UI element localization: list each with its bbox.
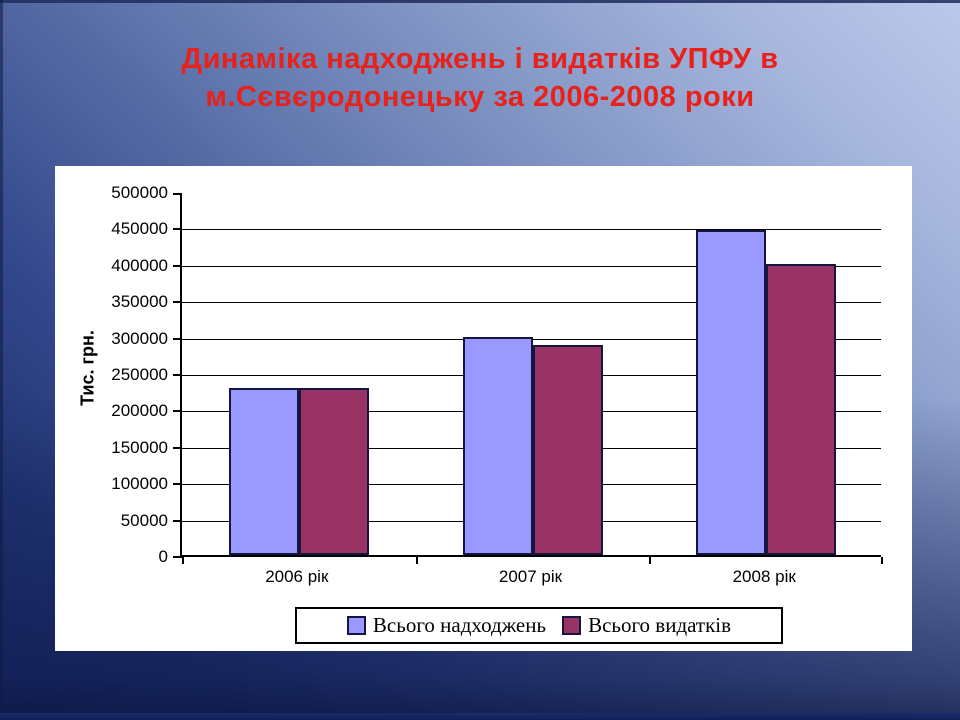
x-axis-tick — [881, 557, 883, 564]
x-axis-tick — [649, 557, 652, 564]
legend-item: Всього надходжень — [346, 613, 547, 638]
chart-panel: Тис. грн. 0 50000 100000 150000 200000 250000… — [55, 166, 912, 651]
y-tick-label: 450000 — [111, 219, 168, 239]
legend-label: Всього видатків — [588, 613, 732, 637]
y-tick-label: 400000 — [111, 255, 168, 275]
slide-top-edge — [0, 0, 960, 3]
bar-series2-2006-рік — [298, 388, 369, 555]
y-tick-label: 500000 — [111, 183, 168, 202]
y-axis-tick — [173, 519, 182, 522]
y-tick-label: 50000 — [120, 510, 168, 530]
y-axis-tick — [173, 483, 182, 486]
x-axis-tick — [415, 557, 418, 564]
bar-series1-2007-рік — [462, 337, 533, 555]
bar-series2-2008-рік — [766, 264, 837, 555]
y-tick-label: 150000 — [111, 437, 168, 457]
gridline — [182, 302, 881, 304]
slide-left-edge — [0, 0, 3, 720]
legend-swatch-icon — [562, 616, 582, 635]
plot-area — [173, 193, 883, 564]
y-tick-label: 300000 — [111, 328, 168, 348]
legend-label: Всього надходжень — [372, 613, 547, 637]
y-axis-tick — [173, 374, 182, 376]
y-axis-tick — [173, 264, 182, 267]
y-axis-tick — [173, 410, 182, 413]
y-axis-tick — [173, 193, 182, 195]
x-category-label: 2007 рік — [498, 567, 563, 586]
gridline — [182, 229, 881, 231]
bar-series1-2006-рік — [228, 388, 299, 555]
bar-series2-2007-рік — [532, 345, 603, 555]
gridline — [182, 265, 881, 267]
y-axis-tick — [173, 556, 182, 558]
legend-swatch-icon — [346, 616, 366, 635]
y-axis-tick — [173, 446, 182, 449]
chart-legend: Всього надходжень Всього видатків — [295, 607, 783, 644]
slide-title-line2: м.Сєвєродонецьку за 2006-2008 роки — [205, 81, 755, 113]
slide-bottom-edge — [0, 713, 960, 720]
y-tick-label: 0 — [158, 547, 168, 566]
y-axis-tick — [173, 228, 182, 231]
x-category-label: 2006 рік — [265, 567, 329, 586]
y-tick-label: 100000 — [111, 474, 168, 494]
slide-title: Динаміка надходжень і видатків УПФУ в м.… — [0, 40, 960, 116]
bar-series1-2008-рік — [696, 230, 767, 555]
legend-item: Всього видатків — [562, 613, 731, 638]
y-tick-label: 200000 — [111, 401, 168, 421]
x-axis-tick — [182, 557, 184, 564]
y-tick-label: 350000 — [111, 292, 168, 312]
x-category-label: 2008 рік — [732, 567, 796, 586]
y-axis-tick — [173, 337, 182, 340]
slide-title-line1: Динаміка надходжень і видатків УПФУ в — [181, 43, 779, 75]
y-axis-tick — [173, 301, 182, 304]
y-tick-label: 250000 — [111, 365, 168, 384]
